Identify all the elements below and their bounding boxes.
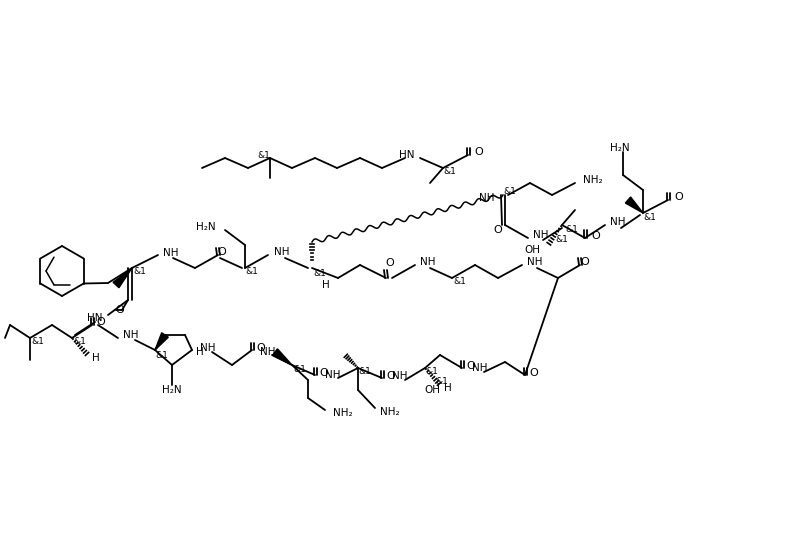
Text: O: O <box>494 225 502 235</box>
Text: NH: NH <box>392 371 407 381</box>
Text: NH₂: NH₂ <box>333 408 353 418</box>
Text: H: H <box>196 347 204 357</box>
Text: &1: &1 <box>74 338 86 346</box>
Text: &1: &1 <box>246 267 258 277</box>
Text: O: O <box>386 371 394 381</box>
Text: O: O <box>466 361 474 371</box>
Text: &1: &1 <box>566 225 578 234</box>
Text: &1: &1 <box>555 235 569 244</box>
Text: NH₂: NH₂ <box>583 175 602 185</box>
Text: O: O <box>96 317 105 327</box>
Text: &1: &1 <box>454 278 466 287</box>
Text: &1: &1 <box>443 167 457 176</box>
Text: O: O <box>116 305 124 315</box>
Text: O: O <box>319 368 328 378</box>
Text: OH: OH <box>424 385 440 395</box>
Text: &1: &1 <box>435 377 449 386</box>
Text: O: O <box>474 147 482 157</box>
Text: &1: &1 <box>134 267 146 277</box>
Text: &1: &1 <box>426 368 438 376</box>
Text: NH: NH <box>420 257 435 267</box>
Polygon shape <box>113 268 132 288</box>
Text: OH: OH <box>524 245 540 255</box>
Text: &1: &1 <box>294 364 306 374</box>
Text: O: O <box>674 192 682 202</box>
Text: O: O <box>386 258 394 268</box>
Text: NH: NH <box>479 193 495 203</box>
Text: NH: NH <box>610 217 626 227</box>
Text: HN: HN <box>399 150 415 160</box>
Text: H: H <box>444 383 452 393</box>
Text: &1: &1 <box>503 188 517 197</box>
Text: NH: NH <box>527 257 542 267</box>
Text: NH: NH <box>260 347 275 357</box>
Text: &1: &1 <box>643 212 657 221</box>
Polygon shape <box>155 333 168 350</box>
Text: NH: NH <box>200 343 215 353</box>
Text: NH: NH <box>472 363 487 373</box>
Text: NH: NH <box>325 370 341 380</box>
Text: HN: HN <box>87 313 103 323</box>
Text: O: O <box>591 231 600 241</box>
Polygon shape <box>626 197 643 213</box>
Text: &1: &1 <box>314 270 326 279</box>
Text: H: H <box>92 353 100 363</box>
Text: &1: &1 <box>155 351 169 360</box>
Text: H₂N: H₂N <box>196 222 216 232</box>
Text: H₂N: H₂N <box>162 385 182 395</box>
Text: O: O <box>256 343 265 353</box>
Text: &1: &1 <box>358 368 371 376</box>
Text: NH: NH <box>533 230 549 240</box>
Text: NH: NH <box>123 330 138 340</box>
Text: O: O <box>581 257 590 267</box>
Text: H: H <box>322 280 330 290</box>
Polygon shape <box>273 349 292 365</box>
Text: &1: &1 <box>31 338 45 346</box>
Text: NH₂: NH₂ <box>380 407 400 417</box>
Text: NH: NH <box>274 247 290 257</box>
Text: O: O <box>218 247 226 257</box>
Text: NH: NH <box>163 248 178 258</box>
Text: &1: &1 <box>258 151 270 160</box>
Text: H₂N: H₂N <box>610 143 630 153</box>
Text: O: O <box>529 368 538 378</box>
